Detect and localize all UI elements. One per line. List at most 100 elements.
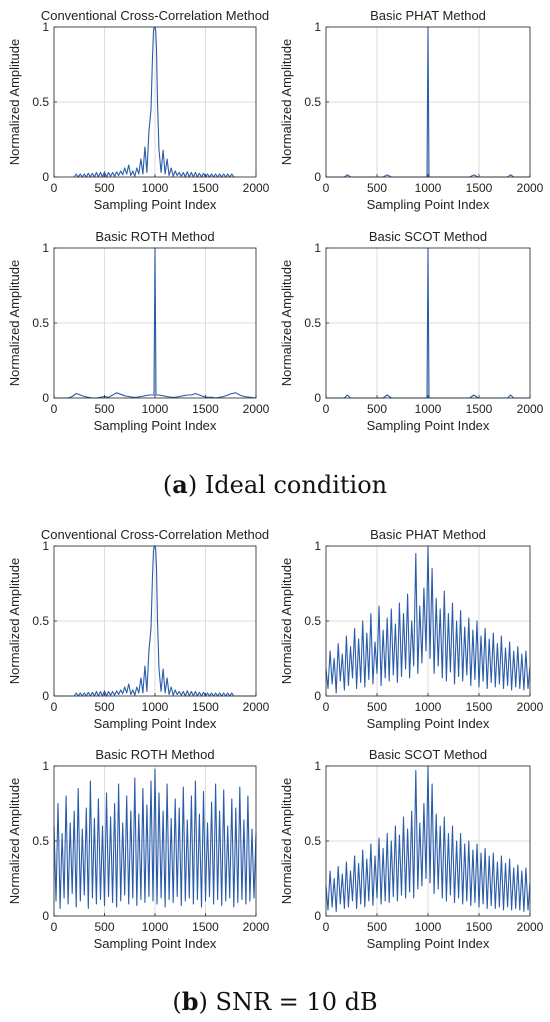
y-axis-label: Normalized Amplitude [279,778,294,904]
x-tick-label: 0 [323,402,330,416]
chart-title: Basic PHAT Method [370,8,486,23]
y-tick-label: 0.5 [304,614,321,628]
y-tick-label: 1 [314,241,321,255]
y-axis-label: Normalized Amplitude [7,39,22,165]
x-tick-label: 1500 [192,700,219,714]
caption-b-letter: b [182,987,199,1016]
x-tick-label: 500 [94,181,114,195]
y-axis-label: Normalized Amplitude [279,39,294,165]
y-tick-label: 1 [42,759,49,773]
chart-title: Basic ROTH Method [95,747,214,762]
y-tick-label: 1 [42,241,49,255]
chart-b-4: 0 500 1000 1500 2000 0 0.5 1 Basic SCOT Method Sa… [279,747,544,951]
caption-b: (b) SNR = 10 dB [172,987,377,1016]
x-tick-label: 500 [94,920,114,934]
x-tick-label: 2000 [243,402,270,416]
x-tick-label: 1500 [466,920,493,934]
y-tick-label: 0 [42,170,49,184]
x-tick-label: 1000 [142,920,169,934]
chart-a-2: 0 500 1000 1500 2000 0 0.5 1 Basic PHAT Method Sa… [279,8,544,212]
chart-a-4: 0 500 1000 1500 2000 0 0.5 1 Basic SCOT Method Sa… [279,229,544,433]
x-tick-label: 0 [323,700,330,714]
chart-title: Basic SCOT Method [369,747,487,762]
x-tick-label: 500 [94,700,114,714]
x-axis-label: Sampling Point Index [94,716,217,731]
y-tick-label: 0.5 [304,316,321,330]
x-tick-label: 2000 [243,181,270,195]
x-tick-label: 0 [323,920,330,934]
y-tick-label: 0 [314,170,321,184]
caption-a-text: ) Ideal condition [188,471,387,499]
x-tick-label: 1500 [466,700,493,714]
x-tick-label: 0 [51,402,58,416]
x-tick-label: 1000 [415,181,442,195]
x-tick-label: 0 [51,181,58,195]
x-tick-label: 1500 [192,920,219,934]
chart-title: Basic PHAT Method [370,527,486,542]
y-axis-label: Normalized Amplitude [7,558,22,684]
caption-a: (a) Ideal condition [163,470,387,499]
x-axis-label: Sampling Point Index [367,197,490,212]
chart-b-3: 0 500 1000 1500 2000 0 0.5 1 Basic ROTH Method Sa… [7,747,270,951]
x-tick-label: 500 [367,402,387,416]
x-tick-label: 500 [94,402,114,416]
y-tick-label: 0.5 [32,834,49,848]
x-tick-label: 1500 [192,181,219,195]
chart-title: Basic SCOT Method [369,229,487,244]
y-tick-label: 0 [314,909,321,923]
x-axis-label: Sampling Point Index [94,418,217,433]
chart-title: Conventional Cross-Correlation Method [41,8,269,23]
y-tick-label: 1 [314,539,321,553]
x-tick-label: 1000 [142,700,169,714]
x-tick-label: 1000 [142,402,169,416]
x-tick-label: 500 [367,700,387,714]
y-tick-label: 0.5 [304,95,321,109]
caption-a-letter: a [172,470,188,499]
chart-b-2: 0 500 1000 1500 2000 0 0.5 1 Basic PHAT Method Sa… [279,527,544,731]
x-tick-label: 1500 [466,402,493,416]
chart-a-3: 0 500 1000 1500 2000 0 0.5 1 Basic ROTH Method Sa… [7,229,270,433]
x-tick-label: 500 [367,181,387,195]
y-tick-label: 0 [42,391,49,405]
x-tick-label: 1000 [415,402,442,416]
y-axis-label: Normalized Amplitude [7,778,22,904]
x-axis-label: Sampling Point Index [94,197,217,212]
x-tick-label: 1000 [415,700,442,714]
y-tick-label: 1 [314,20,321,34]
x-tick-label: 500 [367,920,387,934]
x-axis-label: Sampling Point Index [367,418,490,433]
x-tick-label: 0 [51,920,58,934]
caption-b-text: ) SNR = 10 dB [199,988,378,1016]
y-axis-label: Normalized Amplitude [279,260,294,386]
y-tick-label: 0 [42,909,49,923]
x-tick-label: 1500 [466,181,493,195]
x-axis-label: Sampling Point Index [367,936,490,951]
y-tick-label: 0 [42,689,49,703]
y-tick-label: 0.5 [304,834,321,848]
x-tick-label: 2000 [517,181,544,195]
x-tick-label: 1000 [142,181,169,195]
y-tick-label: 0 [314,391,321,405]
x-tick-label: 2000 [243,700,270,714]
y-axis-label: Normalized Amplitude [279,558,294,684]
y-tick-label: 0.5 [32,614,49,628]
y-tick-label: 1 [42,20,49,34]
y-tick-label: 1 [42,539,49,553]
y-tick-label: 0.5 [32,316,49,330]
x-axis-label: Sampling Point Index [94,936,217,951]
x-axis-label: Sampling Point Index [367,716,490,731]
y-tick-label: 0.5 [32,95,49,109]
x-tick-label: 1500 [192,402,219,416]
x-tick-label: 2000 [517,402,544,416]
x-tick-label: 0 [51,700,58,714]
x-tick-label: 0 [323,181,330,195]
y-axis-label: Normalized Amplitude [7,260,22,386]
series-line [53,768,257,910]
x-tick-label: 2000 [243,920,270,934]
y-tick-label: 1 [314,759,321,773]
x-tick-label: 1000 [415,920,442,934]
x-tick-label: 2000 [517,920,544,934]
y-tick-label: 0 [314,689,321,703]
